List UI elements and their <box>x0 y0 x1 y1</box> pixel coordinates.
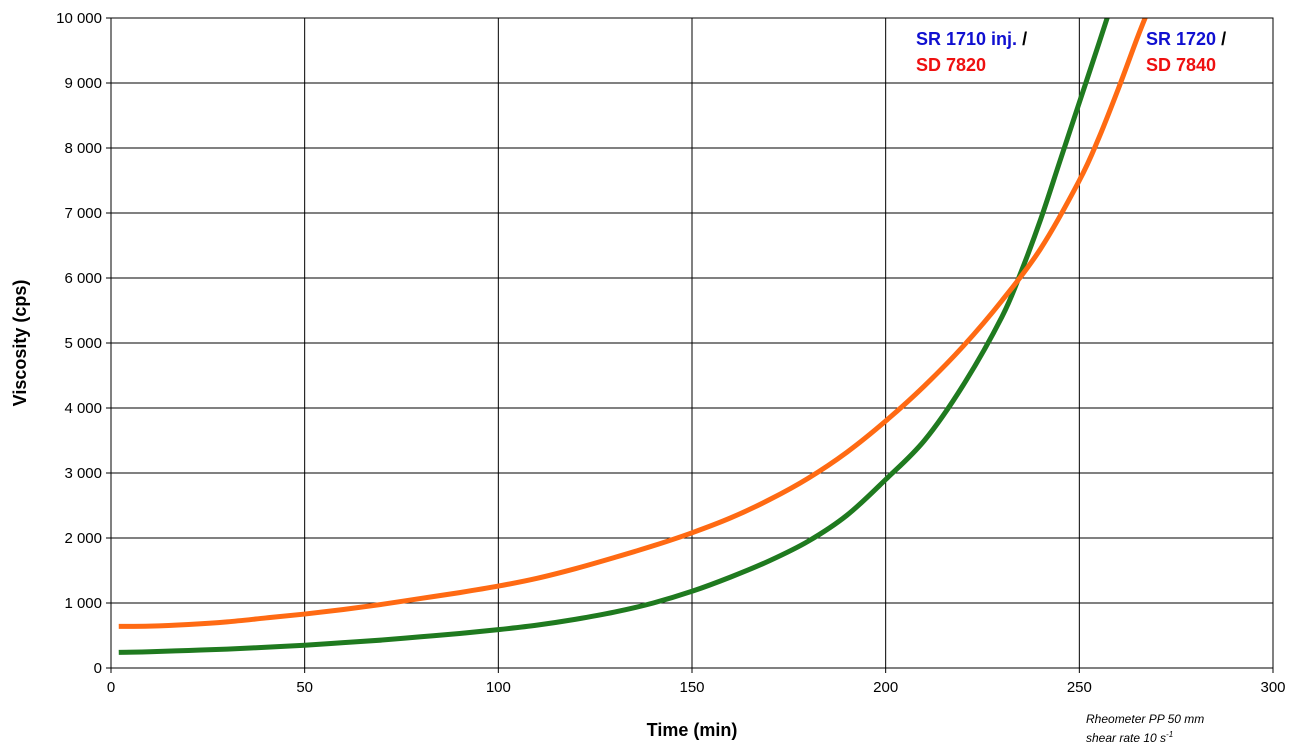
y-tick-label: 6 000 <box>64 270 102 287</box>
rheometer-note-line1: Rheometer PP 50 mm <box>1086 712 1205 726</box>
legend-left-line1: SR 1710 inj. / <box>916 26 1027 52</box>
y-tick-label: 0 <box>94 660 102 677</box>
y-tick-label: 7 000 <box>64 205 102 222</box>
series-group <box>118 18 1148 655</box>
y-tick-label: 3 000 <box>64 465 102 482</box>
y-tick-label: 4 000 <box>64 400 102 417</box>
y-tick-label: 5 000 <box>64 335 102 352</box>
shear-rate-text: shear rate 10 s <box>1086 731 1167 745</box>
rheometer-note-line2: shear rate 10 s-1 <box>1086 730 1173 745</box>
legend-right-series-b: SD 7840 <box>1146 55 1217 75</box>
grid <box>110 17 1274 669</box>
y-tick-label: 8 000 <box>64 140 102 157</box>
y-tick-label: 1 000 <box>64 595 102 612</box>
x-tick-label: 150 <box>679 679 704 696</box>
x-tick-label: 50 <box>296 679 313 696</box>
legend-left-slash: / <box>1017 29 1028 49</box>
legend-left-series-b: SD 7820 <box>916 55 987 75</box>
series-line-2 <box>118 18 1148 629</box>
legend-right-series-a: SR 1720 <box>1146 29 1217 49</box>
shear-rate-exponent: -1 <box>1166 730 1174 739</box>
x-tick-label: 100 <box>486 679 511 696</box>
series-line-1 <box>118 18 1110 655</box>
legend-left-line2: SD 7820 <box>916 52 1027 78</box>
x-tick-label: 0 <box>107 679 115 696</box>
x-tick-label: 250 <box>1067 679 1092 696</box>
y-tick-label: 9 000 <box>64 75 102 92</box>
y-tick-label: 10 000 <box>56 10 102 27</box>
legend-left: SR 1710 inj. / SD 7820 <box>916 26 1027 78</box>
x-tick-label: 300 <box>1260 679 1285 696</box>
legend-right-line1: SR 1720 / <box>1146 26 1226 52</box>
legend-right: SR 1720 / SD 7840 <box>1146 26 1226 78</box>
plot-frame <box>110 17 1274 669</box>
ticks-group: 0 1 000 2 000 3 000 4 000 5 000 6 000 7 000 8 00… <box>56 10 1285 696</box>
legend-right-slash: / <box>1216 29 1227 49</box>
y-axis-title: Viscosity (cps) <box>10 280 30 407</box>
x-axis-title: Time (min) <box>647 720 738 740</box>
y-tick-label: 2 000 <box>64 530 102 547</box>
legend-right-line2: SD 7840 <box>1146 52 1226 78</box>
legend-left-series-a: SR 1710 inj. <box>916 29 1018 49</box>
x-tick-label: 200 <box>873 679 898 696</box>
